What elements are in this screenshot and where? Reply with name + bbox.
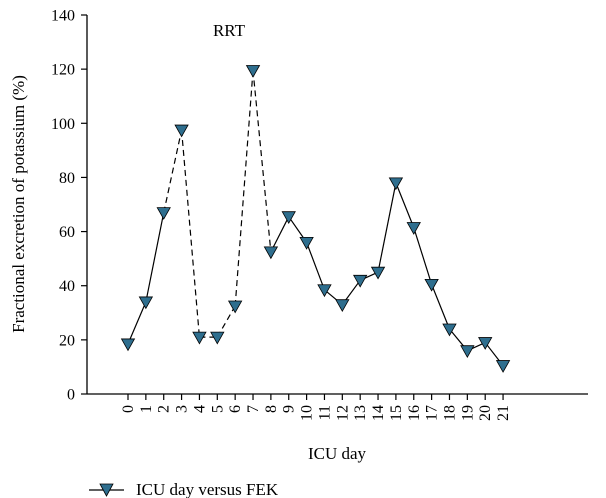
x-tick-label: 12 [334, 405, 351, 421]
x-tick-label: 17 [424, 405, 441, 421]
x-tick-label: 8 [263, 405, 280, 413]
data-point-marker [352, 274, 368, 288]
y-axis-title: Fractional excretion of potassium (%) [9, 75, 28, 333]
data-point-marker [442, 323, 457, 337]
x-tick-label: 20 [477, 405, 494, 421]
x-tick-label: 21 [495, 405, 512, 421]
x-tick-label: 13 [352, 405, 369, 421]
data-point-marker [299, 236, 314, 250]
x-tick-label: 4 [191, 405, 208, 413]
y-tick-label: 0 [67, 387, 75, 404]
series-segment [270, 216, 290, 253]
x-ticks: 0 1 2 3 4 5 6 7 8 9 10 11 12 13 14 15 16 17 18 19 20 21 [120, 394, 512, 421]
data-point-marker [192, 331, 207, 345]
x-tick-label: 3 [174, 405, 191, 413]
data-point-marker [174, 124, 189, 138]
data-point-marker [156, 207, 171, 220]
y-tick-label: 140 [51, 8, 75, 25]
series-segment [377, 182, 397, 273]
data-point-marker [227, 300, 243, 314]
y-tick-label: 80 [59, 170, 75, 187]
x-tick-label: 6 [227, 405, 244, 413]
series-segment-dashed [252, 70, 272, 252]
x-tick-label: 19 [459, 405, 476, 421]
series-segment-dashed [234, 70, 254, 307]
data-point-marker [478, 337, 493, 350]
data-point-marker [120, 338, 136, 352]
data-point-marker [460, 345, 475, 358]
legend-label: ICU day versus FEK [136, 480, 279, 498]
series-segment-dashed [163, 129, 183, 213]
x-tick-label: 0 [120, 405, 137, 413]
x-tick-label: 5 [209, 405, 226, 413]
x-tick-label: 1 [138, 405, 155, 413]
data-point-marker [210, 331, 225, 345]
series-segment [127, 301, 147, 345]
rrt-annotation: RRT [213, 21, 246, 40]
series-segment [306, 242, 326, 290]
y-tick-label: 120 [51, 62, 75, 79]
y-tick-label: 20 [59, 332, 75, 349]
y-tick-label: 100 [51, 116, 75, 133]
data-point-marker [370, 266, 386, 280]
data-point-marker [263, 246, 279, 260]
x-tick-label: 15 [388, 405, 405, 421]
x-tick-label: 14 [370, 405, 387, 421]
x-tick-label: 9 [281, 405, 298, 413]
series-segment [145, 212, 165, 303]
y-tick-label: 40 [59, 278, 75, 295]
series-lines [127, 70, 504, 366]
y-ticks: 0 20 40 60 80 100 120 140 [51, 8, 87, 404]
x-tick-label: 18 [441, 405, 458, 421]
data-point-marker [424, 278, 439, 292]
x-tick-label: 16 [406, 405, 423, 421]
axes [86, 15, 588, 395]
legend: ICU day versus FEK [89, 480, 279, 498]
series-markers [120, 65, 511, 373]
data-point-marker [335, 299, 350, 312]
x-tick-label: 2 [156, 405, 173, 413]
data-point-marker [388, 177, 404, 191]
series-segment [431, 284, 451, 330]
y-tick-label: 60 [59, 224, 75, 241]
data-point-marker [138, 296, 154, 310]
data-point-marker [245, 65, 261, 78]
x-axis-title: ICU day [308, 444, 367, 463]
data-point-marker [406, 222, 421, 235]
data-point-marker [317, 284, 332, 298]
x-tick-label: 7 [245, 405, 262, 413]
series-segment-dashed [180, 130, 201, 338]
series-segment [395, 182, 415, 228]
data-point-marker [281, 211, 296, 224]
series-segment [413, 227, 433, 285]
x-tick-label: 11 [316, 405, 333, 420]
legend-marker [99, 483, 114, 497]
x-tick-label: 10 [299, 405, 316, 421]
data-point-marker [495, 360, 511, 373]
